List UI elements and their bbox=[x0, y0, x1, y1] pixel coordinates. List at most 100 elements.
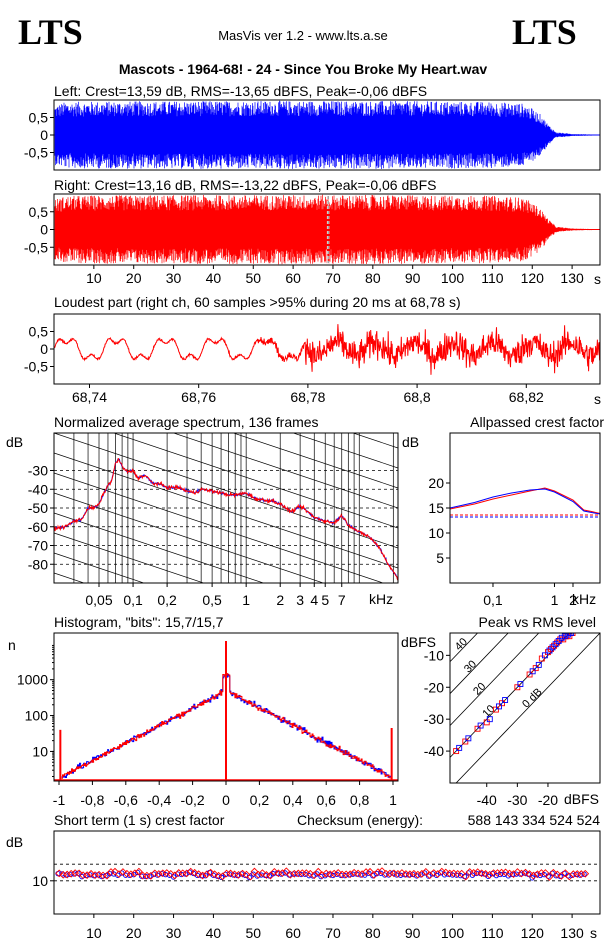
histogram-ytick-label: 10 bbox=[32, 743, 48, 759]
waveform-right-xtick-label: 100 bbox=[441, 270, 465, 286]
allpass-ytick-label: 10 bbox=[428, 525, 444, 541]
loudest-xtick-label: 68,76 bbox=[181, 389, 216, 405]
histogram-xtick-label: 1 bbox=[389, 792, 397, 808]
stcrest-xtick-label: 70 bbox=[325, 925, 341, 941]
spectrum-slope bbox=[54, 492, 325, 583]
file-title: Mascots - 1964-68! - 24 - Since You Brok… bbox=[119, 61, 488, 77]
spectrum-plot bbox=[54, 313, 398, 583]
waveform-right-xtick-label: 20 bbox=[126, 270, 142, 286]
stcrest-point-left bbox=[370, 873, 376, 879]
stcrest-xtick-label: 50 bbox=[245, 925, 261, 941]
stcrest-point-left bbox=[425, 873, 432, 879]
stcrest-xtick-label: 90 bbox=[405, 925, 421, 941]
loudest-ytick-label: 0 bbox=[40, 341, 48, 357]
stcrest-point-left bbox=[366, 870, 372, 876]
spectrum-ytick-label: -30 bbox=[28, 463, 48, 479]
peakrms-ylabel: dBFS bbox=[401, 634, 436, 650]
histogram-title: Histogram, "bits": 15,7/15,7 bbox=[54, 614, 224, 630]
spectrum-slope bbox=[54, 313, 398, 428]
spectrum-xunit: kHz bbox=[369, 591, 393, 607]
waveform-right-xtick-label: 110 bbox=[481, 270, 504, 286]
waveform-right-xtick-label: 60 bbox=[285, 270, 301, 286]
waveform-left-ytick-label: 0 bbox=[40, 127, 48, 143]
histogram-xtick-label: -1 bbox=[53, 792, 66, 808]
spectrum-xtick-label: 0,5 bbox=[202, 592, 222, 608]
histogram-xtick-label: 0 bbox=[222, 792, 230, 808]
allpass-series bbox=[449, 487, 601, 514]
allpass-series bbox=[449, 488, 601, 515]
spectrum-ytick-label: -50 bbox=[28, 500, 48, 516]
stcrest-point-right bbox=[561, 869, 570, 878]
peakrms-point bbox=[546, 647, 553, 654]
waveform-right-xtick-label: 80 bbox=[365, 270, 381, 286]
peakrms-point bbox=[453, 748, 460, 755]
peakrms-diagonal bbox=[450, 633, 509, 695]
stcrest-point-right bbox=[202, 870, 211, 879]
waveform-right-signal bbox=[54, 194, 600, 265]
peakrms-diagonal bbox=[455, 633, 600, 783]
stcrest-point-left bbox=[485, 873, 492, 880]
spectrum-xtick-label: 4 bbox=[310, 592, 318, 608]
allpass-xunit: kHz bbox=[572, 591, 596, 607]
spectrum-slope bbox=[172, 433, 398, 509]
stcrest-point-left bbox=[131, 872, 137, 878]
stcrest-point-right bbox=[537, 869, 546, 877]
spectrum-slope bbox=[54, 532, 205, 583]
stcrest-xtick-label: 80 bbox=[365, 925, 381, 941]
stcrest-point-left bbox=[115, 872, 121, 878]
spectrum-xtick-label: 0,2 bbox=[157, 592, 177, 608]
waveform-right-ytick-label: 0,5 bbox=[29, 204, 49, 220]
allpass-ytick-label: 20 bbox=[428, 475, 444, 491]
peakrms-point bbox=[567, 633, 574, 636]
peakrms-point bbox=[535, 661, 542, 668]
stcrest-xtick-label: 10 bbox=[86, 925, 102, 941]
peakrms-point bbox=[477, 722, 484, 729]
stcrest-point-left bbox=[202, 873, 209, 879]
allpass-title: Allpassed crest factor bbox=[470, 414, 604, 430]
stcrest-point-right bbox=[134, 867, 143, 876]
spectrum-xtick-label: 3 bbox=[296, 592, 304, 608]
stcrest-xtick-label: 110 bbox=[481, 925, 504, 941]
peakrms-xtick-label: -40 bbox=[477, 792, 497, 808]
loudest-xunit: s bbox=[594, 391, 601, 407]
histogram-xtick-label: 0,4 bbox=[283, 792, 303, 808]
peakrms-point bbox=[529, 668, 536, 675]
stcrest-xtick-label: 60 bbox=[285, 925, 301, 941]
spectrum-title: Normalized average spectrum, 136 frames bbox=[54, 414, 319, 430]
left-title: Left: Crest=13,59 dB, RMS=-13,65 dBFS, P… bbox=[54, 83, 427, 99]
peakrms-diagonal bbox=[450, 633, 570, 759]
logo-left: LTS bbox=[18, 12, 83, 52]
stcrest-point-right bbox=[314, 867, 323, 876]
stcrest-point-right bbox=[210, 870, 219, 879]
stcrest-xtick-label: 20 bbox=[126, 925, 142, 941]
spectrum-slope bbox=[54, 552, 145, 583]
stcrest-frame bbox=[53, 830, 601, 915]
stcrest-point-right bbox=[310, 871, 319, 880]
spectrum-left bbox=[54, 458, 398, 580]
stcrest-point-right bbox=[258, 869, 267, 878]
peakrms-point bbox=[564, 633, 571, 638]
stcrest-point-left bbox=[135, 869, 141, 876]
peakrms-point bbox=[554, 639, 561, 646]
checksum-label: Checksum (energy): bbox=[297, 812, 423, 828]
peakrms-plot: 40 30 20 10 0 dB bbox=[450, 633, 600, 783]
loudest-xtick-label: 68,78 bbox=[290, 389, 325, 405]
stcrest-xtick-label: 100 bbox=[441, 925, 465, 941]
peakrms-xtick-label: -20 bbox=[538, 792, 558, 808]
stcrest-point-right bbox=[206, 868, 215, 877]
allpass-ylabel: dB bbox=[402, 434, 419, 450]
loudest-ytick-label: -0,5 bbox=[24, 359, 48, 375]
peakrms-frame bbox=[449, 632, 601, 784]
peakrms-ytick-label: -20 bbox=[424, 679, 444, 695]
allpass-xtick-label: 0,1 bbox=[483, 592, 503, 608]
stcrest-point-right bbox=[421, 868, 430, 876]
peakrms-point bbox=[496, 703, 502, 710]
peakrms-diag-label: 30 bbox=[462, 658, 479, 675]
waveform-right-xtick-label: 50 bbox=[245, 270, 261, 286]
allpass-ytick-label: 5 bbox=[436, 550, 444, 566]
peakrms-point bbox=[526, 671, 533, 678]
spectrum-xtick-label: 7 bbox=[338, 592, 346, 608]
stcrest-point-right bbox=[182, 869, 191, 878]
stcrest-point-right bbox=[485, 870, 494, 879]
